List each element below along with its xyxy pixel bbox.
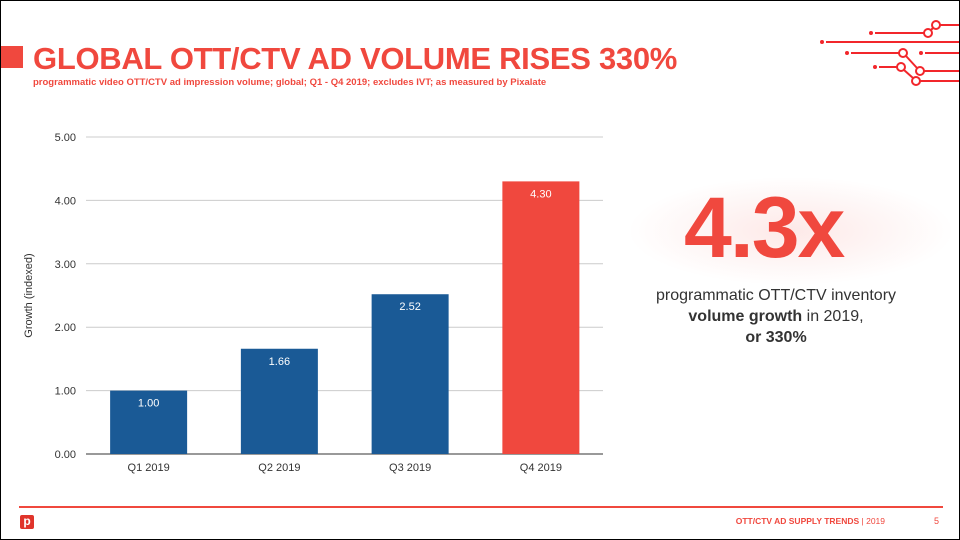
x-tick-label: Q3 2019	[389, 462, 431, 474]
bar	[110, 390, 188, 454]
y-tick-label: 3.00	[55, 259, 76, 271]
y-tick-label: 0.00	[55, 449, 76, 461]
y-tick-label: 5.00	[55, 132, 76, 144]
page-number: 5	[933, 516, 939, 526]
data-label: 2.52	[399, 301, 420, 313]
highlight-caption: programmatic OTT/CTV inventory volume gr…	[621, 285, 931, 348]
data-label: 1.00	[138, 398, 159, 410]
footer-divider	[19, 506, 943, 508]
caption-line-3: or 330%	[745, 329, 807, 346]
caption-rest: in 2019,	[802, 308, 864, 325]
y-tick-label: 2.00	[55, 322, 76, 334]
world-map-background	[626, 176, 956, 286]
footer-label: OTT/CTV AD SUPPLY TRENDS | 2019	[736, 516, 885, 526]
data-label: 1.66	[269, 356, 290, 368]
y-tick-label: 4.00	[55, 195, 76, 207]
caption-bold: volume growth	[688, 308, 803, 325]
title-marker	[1, 46, 23, 68]
page-title: GLOBAL OTT/CTV AD VOLUME RISES 330%	[33, 41, 678, 76]
pixalate-logo: p	[20, 515, 34, 529]
bar-chart: 0.00 1.00 2.00 3.00 4.00 5.00 Growth (indexed)…	[23, 132, 603, 474]
circuit-decoration	[820, 20, 959, 86]
data-label: 4.30	[530, 188, 551, 200]
footer-year: | 2019	[859, 516, 885, 526]
page-subtitle: programmatic video OTT/CTV ad impression…	[33, 77, 547, 88]
bar	[502, 181, 580, 454]
bar	[371, 294, 449, 454]
footer-title: OTT/CTV AD SUPPLY TRENDS	[735, 516, 860, 526]
y-axis-label: Growth (indexed)	[23, 253, 35, 337]
x-tick-label: Q4 2019	[520, 462, 562, 474]
x-tick-label: Q2 2019	[258, 462, 300, 474]
caption-line-2: volume growth in 2019,	[621, 306, 931, 327]
caption-line-1: programmatic OTT/CTV inventory	[655, 287, 897, 304]
bar	[240, 348, 318, 454]
x-tick-label: Q1 2019	[128, 462, 170, 474]
highlight-value: 4.3x	[684, 180, 845, 276]
y-tick-label: 1.00	[55, 386, 76, 398]
